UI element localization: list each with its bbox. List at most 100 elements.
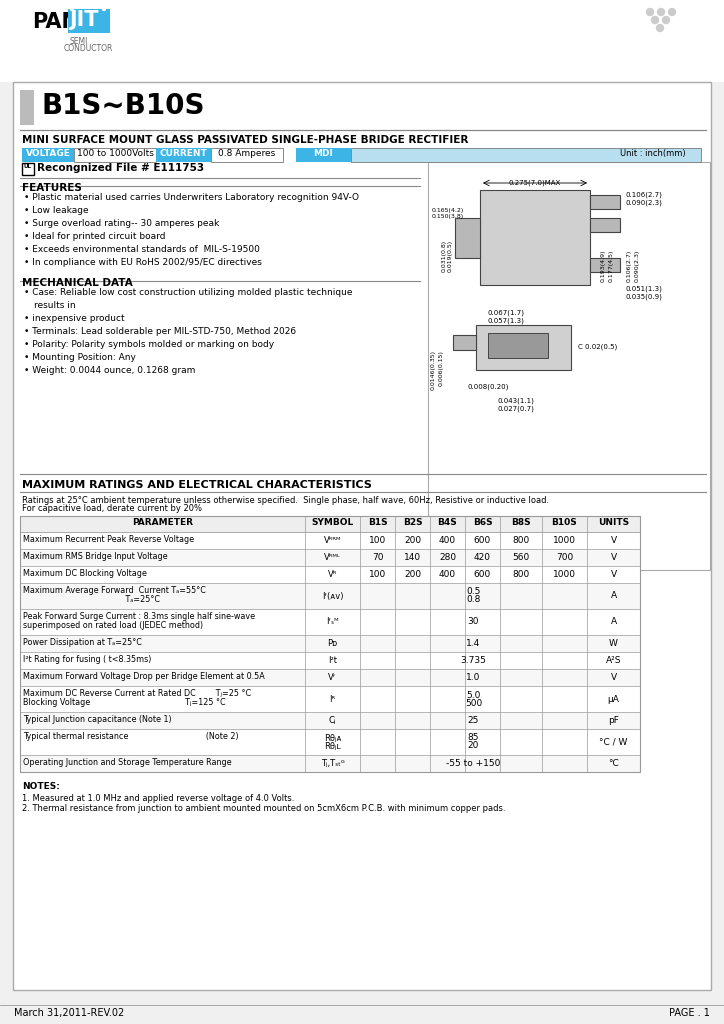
Text: • inexpensive product: • inexpensive product: [24, 314, 125, 323]
Text: A: A: [610, 592, 617, 600]
Text: A²S: A²S: [606, 656, 621, 665]
Bar: [20, 609, 640, 635]
Bar: [13, 82, 711, 990]
Text: 0.043(1.1): 0.043(1.1): [498, 398, 535, 404]
Bar: [20, 729, 640, 755]
Text: V: V: [610, 570, 617, 579]
Text: 0.006(0.15): 0.006(0.15): [439, 350, 444, 386]
Text: Operating Junction and Storage Temperature Range: Operating Junction and Storage Temperatu…: [23, 758, 232, 767]
Bar: [22, 163, 34, 175]
Bar: [20, 686, 640, 712]
Text: 2. Thermal resistance from junction to ambient mounted mounted on 5cmX6cm P.C.B.: 2. Thermal resistance from junction to a…: [22, 804, 505, 813]
Circle shape: [70, 7, 74, 10]
Text: • Mounting Position: Any: • Mounting Position: Any: [24, 353, 136, 362]
Text: Maximum DC Reverse Current at Rated DC        Tⱼ=25 °C: Maximum DC Reverse Current at Rated DC T…: [23, 689, 251, 698]
Text: 800: 800: [513, 570, 530, 579]
Text: B1S~B10S: B1S~B10S: [42, 92, 206, 120]
Text: • Plastic material used carries Underwriters Laboratory recognition 94V-O: • Plastic material used carries Underwri…: [24, 193, 359, 202]
Text: 0.193(4.9): 0.193(4.9): [601, 250, 606, 283]
Bar: [68, 9, 110, 33]
Bar: [20, 755, 640, 772]
Text: B4S: B4S: [437, 518, 458, 527]
Text: 1.4: 1.4: [466, 639, 481, 648]
Text: Iᶠₛᴹ: Iᶠₛᴹ: [327, 617, 339, 627]
Text: Unit : inch(mm): Unit : inch(mm): [620, 150, 686, 158]
Text: 400: 400: [439, 536, 456, 545]
Bar: [428, 162, 710, 570]
Text: MDI: MDI: [313, 150, 333, 158]
Text: 3.735: 3.735: [460, 656, 487, 665]
Bar: [455, 218, 480, 258]
Text: JIT: JIT: [69, 10, 98, 30]
Text: 0.8: 0.8: [466, 596, 481, 604]
Text: I²t Rating for fusing ( t<8.35ms): I²t Rating for fusing ( t<8.35ms): [23, 655, 151, 664]
Bar: [22, 148, 74, 162]
Text: 0.0146(0.35): 0.0146(0.35): [431, 350, 436, 390]
Bar: [74, 148, 156, 162]
Text: V: V: [610, 553, 617, 562]
Text: Tₐ=25°C: Tₐ=25°C: [23, 595, 160, 604]
Text: Maximum DC Blocking Voltage: Maximum DC Blocking Voltage: [23, 569, 147, 578]
Text: 0.057(1.3): 0.057(1.3): [487, 317, 524, 324]
Text: 140: 140: [404, 553, 421, 562]
Text: • Terminals: Lead solderable per MIL-STD-750, Method 2026: • Terminals: Lead solderable per MIL-STD…: [24, 327, 296, 336]
Text: PAGE . 1: PAGE . 1: [669, 1008, 710, 1018]
Text: Cⱼ: Cⱼ: [329, 716, 336, 725]
Text: 0.027(0.7): 0.027(0.7): [498, 406, 535, 412]
Text: SEMI: SEMI: [70, 37, 88, 46]
Bar: [211, 148, 283, 162]
Text: • Exceeds environmental standards of  MIL-S-19500: • Exceeds environmental standards of MIL…: [24, 245, 260, 254]
Text: Rθⱼʟ: Rθⱼʟ: [324, 741, 341, 751]
Text: Rθⱼᴀ: Rθⱼᴀ: [324, 733, 341, 742]
Circle shape: [652, 16, 659, 24]
Text: Pᴅ: Pᴅ: [327, 639, 337, 648]
Text: 200: 200: [404, 570, 421, 579]
Text: 0.031(0.8): 0.031(0.8): [442, 240, 447, 272]
Text: FEATURES: FEATURES: [22, 183, 82, 193]
Text: 100: 100: [369, 570, 386, 579]
Text: 200: 200: [404, 536, 421, 545]
Text: I²t: I²t: [328, 656, 337, 665]
Text: 0.106(2.7): 0.106(2.7): [627, 250, 632, 283]
Text: Peak Forward Surge Current : 8.3ms single half sine-wave: Peak Forward Surge Current : 8.3ms singl…: [23, 612, 255, 621]
Text: NOTES:: NOTES:: [22, 782, 60, 791]
Text: 600: 600: [474, 536, 491, 545]
Text: MINI SURFACE MOUNT GLASS PASSIVATED SINGLE-PHASE BRIDGE RECTIFIER: MINI SURFACE MOUNT GLASS PASSIVATED SING…: [22, 135, 468, 145]
Text: Vᴿ: Vᴿ: [328, 570, 337, 579]
Text: • In compliance with EU RoHS 2002/95/EC directives: • In compliance with EU RoHS 2002/95/EC …: [24, 258, 262, 267]
Text: 100 to 1000Volts: 100 to 1000Volts: [77, 150, 153, 158]
Text: 0.275(7.0)MAX: 0.275(7.0)MAX: [509, 180, 561, 186]
Text: B1S: B1S: [368, 518, 387, 527]
Text: SYMBOL: SYMBOL: [311, 518, 353, 527]
Text: MAXIMUM RATINGS AND ELECTRICAL CHARACTERISTICS: MAXIMUM RATINGS AND ELECTRICAL CHARACTER…: [22, 480, 372, 490]
Text: For capacitive load, derate current by 20%: For capacitive load, derate current by 2…: [22, 504, 202, 513]
Text: 1000: 1000: [553, 570, 576, 579]
Text: B6S: B6S: [473, 518, 492, 527]
Text: 70: 70: [371, 553, 383, 562]
Text: V: V: [610, 536, 617, 545]
Text: W: W: [609, 639, 618, 648]
Text: • Ideal for printed circuit board: • Ideal for printed circuit board: [24, 232, 166, 241]
Text: μA: μA: [607, 694, 620, 703]
Text: 600: 600: [474, 570, 491, 579]
Text: 100: 100: [369, 536, 386, 545]
Bar: [20, 532, 640, 549]
Circle shape: [668, 8, 675, 15]
Text: 0.035(0.9): 0.035(0.9): [625, 293, 662, 299]
Text: 0.019(0.5): 0.019(0.5): [447, 240, 452, 272]
Text: UL: UL: [24, 164, 32, 169]
Text: Vᴿᴿᴹ: Vᴿᴿᴹ: [324, 536, 341, 545]
Text: Vᴿᴹᴸ: Vᴿᴹᴸ: [324, 553, 341, 562]
Bar: [590, 258, 620, 272]
Text: 0.177(4.5): 0.177(4.5): [609, 250, 614, 283]
Text: 700: 700: [556, 553, 573, 562]
Text: • Case: Reliable low cost construction utilizing molded plastic technique: • Case: Reliable low cost construction u…: [24, 288, 353, 297]
Circle shape: [662, 16, 670, 24]
Bar: [453, 335, 476, 350]
Text: 1. Measured at 1.0 MHz and applied reverse voltage of 4.0 Volts.: 1. Measured at 1.0 MHz and applied rever…: [22, 794, 295, 803]
Bar: [20, 566, 640, 583]
Bar: [20, 635, 640, 652]
Bar: [20, 669, 640, 686]
Text: MECHANICAL DATA: MECHANICAL DATA: [22, 278, 132, 288]
Bar: [20, 516, 640, 772]
